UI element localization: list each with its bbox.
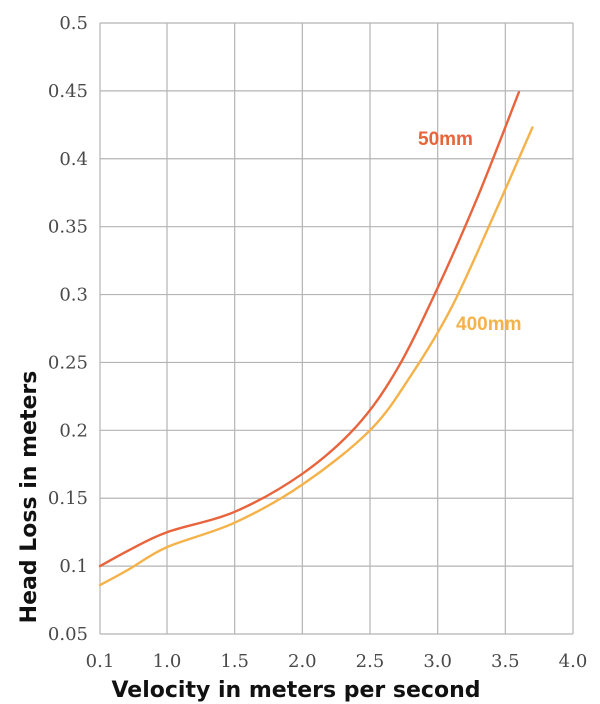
x-tick-label: 2.5 bbox=[356, 651, 385, 672]
y-tick-label: 0.5 bbox=[59, 13, 88, 34]
series-label-50mm: 50mm bbox=[418, 129, 473, 150]
series-label-400mm: 400mm bbox=[456, 314, 522, 335]
y-axis-tick-labels: 0.05 0.1 0.15 0.2 0.25 0.3 0.35 0.4 0.45 0.5 bbox=[48, 13, 88, 645]
x-tick-label: 4.0 bbox=[559, 651, 588, 672]
x-axis-title: Velocity in meters per second bbox=[111, 678, 480, 703]
series-lines bbox=[98, 91, 534, 587]
grid bbox=[99, 22, 574, 635]
y-tick-label: 0.2 bbox=[59, 420, 88, 441]
x-tick-label: 2.0 bbox=[288, 651, 317, 672]
y-tick-label: 0.35 bbox=[48, 217, 88, 238]
x-tick-label: 3.5 bbox=[491, 651, 520, 672]
y-tick-label: 0.05 bbox=[48, 624, 88, 645]
x-tick-label: 3.0 bbox=[423, 651, 452, 672]
series-line-400mm bbox=[98, 126, 534, 587]
x-axis-tick-labels: 0.1 1.0 1.5 2.0 2.5 3.0 3.5 4.0 bbox=[86, 651, 588, 672]
x-tick-label: 0.1 bbox=[86, 651, 115, 672]
y-tick-label: 0.1 bbox=[59, 556, 88, 577]
y-tick-label: 0.15 bbox=[48, 488, 88, 509]
series-line-50mm bbox=[98, 91, 521, 568]
y-tick-label: 0.3 bbox=[59, 285, 88, 306]
y-tick-label: 0.4 bbox=[59, 149, 88, 170]
x-tick-label: 1.5 bbox=[220, 651, 249, 672]
series-labels: 50mm 400mm bbox=[418, 129, 522, 335]
y-tick-label: 0.45 bbox=[48, 81, 88, 102]
y-tick-label: 0.25 bbox=[48, 352, 88, 373]
y-axis-title: Head Loss in meters bbox=[17, 371, 42, 624]
x-tick-label: 1.0 bbox=[153, 651, 182, 672]
